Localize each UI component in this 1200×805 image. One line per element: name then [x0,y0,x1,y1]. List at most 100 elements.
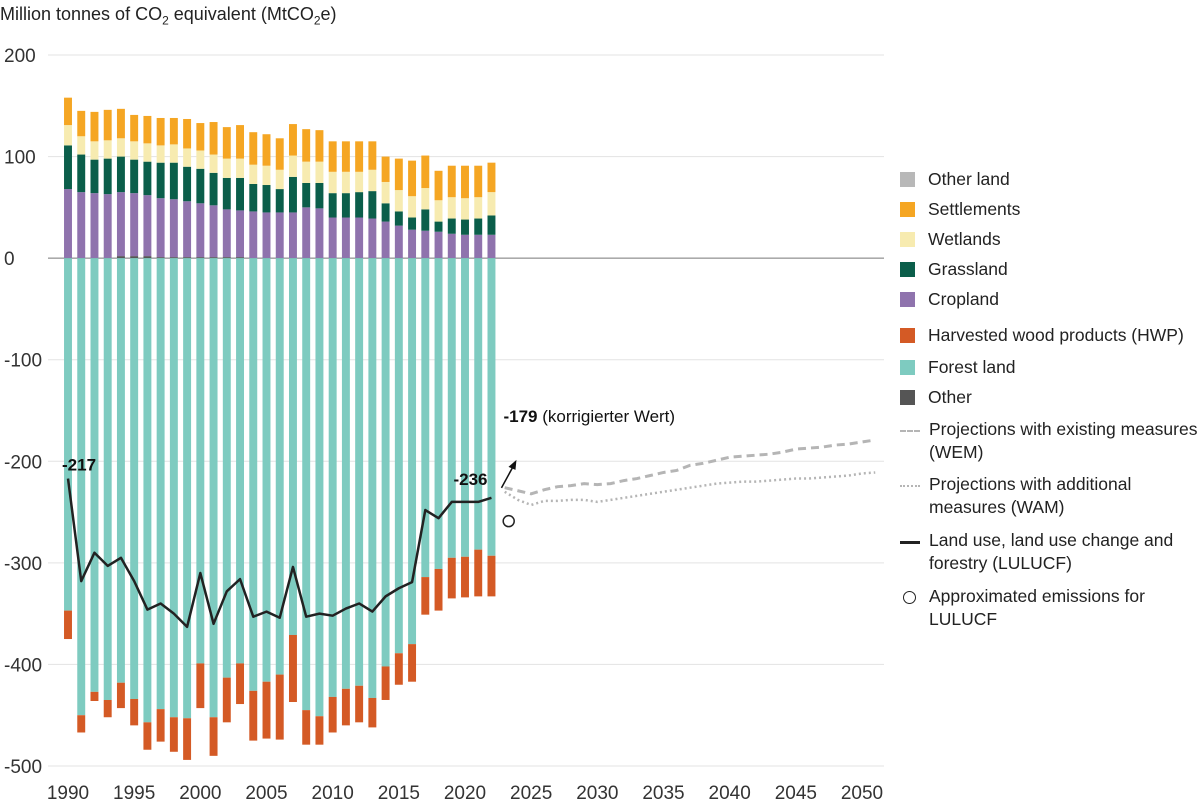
legend-label: Approximated emissions for LULUCF [929,586,1145,629]
bar-grassland [236,177,245,211]
bar-forest-land [130,258,139,699]
bar-forest-land [236,258,245,664]
bar-cropland [394,225,403,259]
bar-grassland [368,191,377,219]
bar-harvested-wood-products-hwp [169,717,178,752]
bar-settlements [474,165,483,198]
bar-cropland [341,217,350,259]
bar-cropland [461,234,469,259]
bar-grassland [103,158,112,195]
bar-forest-land [368,258,377,698]
projection-wam-line [504,471,876,507]
annotation-arrow [500,465,515,489]
x-tick-label: 1990 [47,783,89,804]
bar-grassland [421,209,430,231]
x-tick-label: 2040 [709,783,751,804]
bar-other [183,257,192,259]
legend-item: Approximated emissions for LULUCF [900,585,1199,631]
bar-settlements [249,132,258,165]
bar-wetlands [447,197,456,219]
bar-wetlands [236,158,245,178]
bar-wetlands [315,161,324,183]
bar-settlements [408,160,417,197]
bar-grassland [64,145,72,190]
y-tick-label: 0 [4,249,15,270]
bar-harvested-wood-products-hwp [183,718,192,760]
bar-wetlands [156,145,165,163]
legend-label: Forest land [928,357,1016,377]
y-tick-label: -200 [4,452,42,473]
legend-item: Other land [900,168,1198,191]
bar-forest-land [434,258,443,569]
bar-harvested-wood-products-hwp [328,696,337,733]
legend-label: Other land [928,169,1010,189]
bar-harvested-wood-products-hwp [156,709,165,742]
bar-grassland [487,215,496,235]
bar-settlements [447,165,456,198]
bar-cropland [487,234,496,259]
bar-settlements [236,125,245,159]
x-tick-label: 2015 [378,783,420,804]
bar-cropland [315,208,324,259]
bar-other [130,256,139,259]
lulucf-line [66,478,492,629]
bar-grassland [302,182,311,208]
bar-grassland [156,162,165,199]
bar-settlements [355,141,364,172]
bar-settlements [275,138,284,170]
bar-wetlands [90,141,99,160]
bar-cropland [143,195,152,257]
x-tick-label: 2045 [775,783,817,804]
legend-label: Wetlands [928,229,1001,249]
bar-grassland [461,219,469,235]
bar-forest-land [156,258,165,710]
bar-grassland [143,161,152,196]
bar-harvested-wood-products-hwp [341,688,350,726]
bar-harvested-wood-products-hwp [249,690,258,741]
bar-forest-land [315,258,324,717]
bar-grassland [341,193,350,218]
bar-harvested-wood-products-hwp [77,715,86,733]
bar-grassland [447,218,456,234]
bar-forest-land [381,258,390,667]
legend-label: Other [928,387,972,407]
bar-settlements [328,141,337,172]
bar-cropland [408,229,417,259]
bar-cropland [169,199,178,258]
bar-settlements [169,117,178,145]
legend-swatch [900,172,915,187]
bar-harvested-wood-products-hwp [209,717,218,756]
bar-wetlands [103,140,112,159]
bar-grassland [222,177,231,210]
bar-settlements [222,127,231,159]
bar-harvested-wood-products-hwp [196,663,205,709]
bar-cropland [130,193,139,257]
bar-settlements [103,109,112,141]
annotation-arrowhead [508,459,517,470]
bar-settlements [302,129,311,162]
legend-item: Projections with existing measures (WEM) [900,418,1199,464]
legend-swatch [900,328,915,343]
bar-cropland [275,212,284,259]
annotation-corrected-value: -179 (korrigierter Wert) [503,407,675,426]
bar-cropland [328,217,337,259]
bar-harvested-wood-products-hwp [288,634,297,703]
bar-harvested-wood-products-hwp [381,666,390,700]
bar-other [116,256,125,259]
legend-item: Other [900,386,1198,409]
bar-wetlands [143,143,152,162]
bar-cropland [302,207,311,259]
bar-forest-land [249,258,258,691]
bar-forest-land [183,258,192,719]
bar-other [169,257,178,259]
bar-wetlands [183,148,192,167]
bar-settlements [381,156,390,182]
x-tick-label: 2000 [179,783,221,804]
bar-settlements [421,155,430,189]
bar-harvested-wood-products-hwp [90,691,99,701]
bar-forest-land [341,258,350,689]
bar-wetlands [196,150,205,169]
bar-cropland [156,198,165,258]
legend-item: Forest land [900,356,1198,379]
bar-harvested-wood-products-hwp [222,677,231,723]
